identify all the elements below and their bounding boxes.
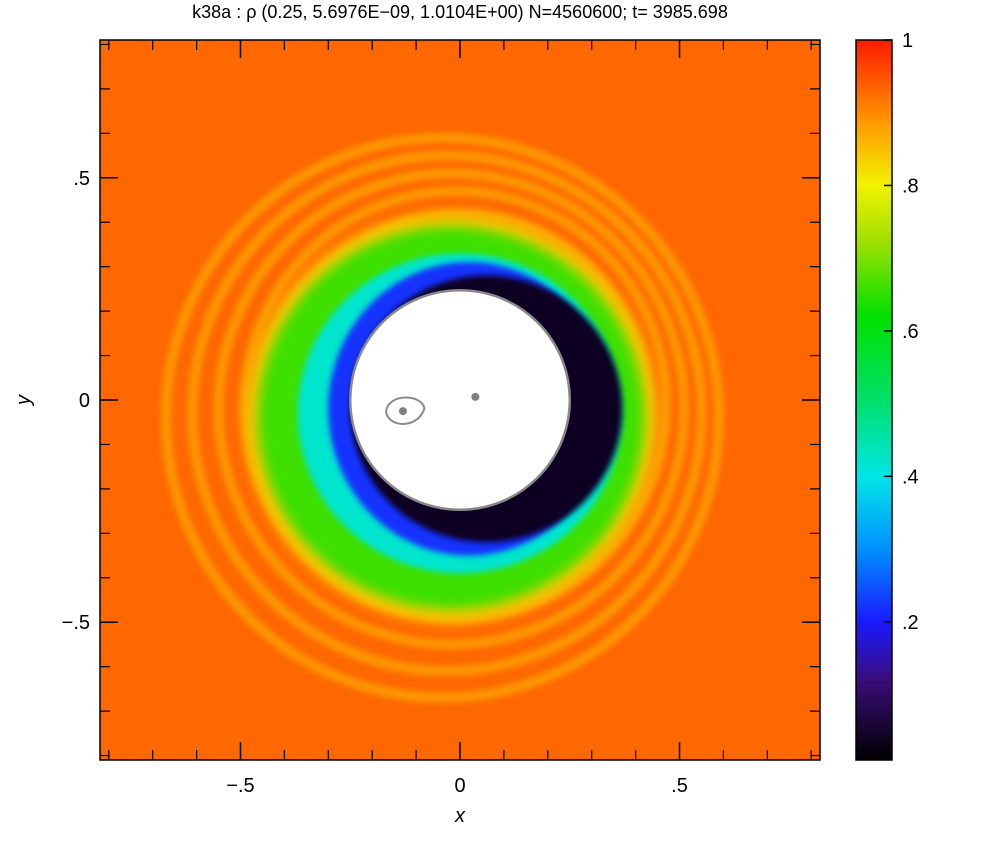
colorbar-tick-label: 1 bbox=[902, 30, 913, 52]
colorbar-tick-label: .2 bbox=[902, 612, 919, 634]
colorbar-tick-label: .8 bbox=[902, 175, 919, 197]
y-axis-ticks: −.5 0 .5 bbox=[62, 168, 820, 634]
colorbar-gradient bbox=[855, 39, 893, 761]
star-2 bbox=[471, 392, 480, 401]
y-tick-label: 0 bbox=[79, 390, 90, 412]
x-axis-label: x bbox=[454, 805, 466, 827]
density-ring bbox=[160, 132, 725, 703]
chart-title: k38a : ρ (0.25, 5.6976E−09, 1.0104E+00) … bbox=[192, 2, 728, 22]
x-tick-label: −.5 bbox=[226, 775, 254, 797]
colorbar: .2 .4 .6 .8 1 bbox=[855, 30, 919, 761]
plot-area bbox=[100, 40, 820, 760]
x-axis-ticks: −.5 0 .5 bbox=[226, 40, 688, 797]
density-ring bbox=[213, 168, 689, 650]
colorbar-tick-label: .6 bbox=[902, 321, 919, 343]
x-tick-label: .5 bbox=[671, 775, 688, 797]
star-1 bbox=[398, 407, 407, 416]
central-cavity bbox=[348, 288, 572, 512]
binary-stars bbox=[398, 392, 480, 416]
roche-lobe-contour bbox=[385, 396, 426, 425]
y-tick-label: .5 bbox=[73, 168, 90, 190]
colorbar-ticks: .2 .4 .6 .8 1 bbox=[884, 30, 919, 634]
x-tick-label: 0 bbox=[454, 775, 465, 797]
y-tick-label: −.5 bbox=[62, 612, 90, 634]
y-axis-label: y bbox=[13, 394, 35, 407]
minor-ticks bbox=[100, 40, 820, 760]
colorbar-tick-label: .4 bbox=[902, 466, 919, 488]
density-ring bbox=[187, 150, 707, 677]
